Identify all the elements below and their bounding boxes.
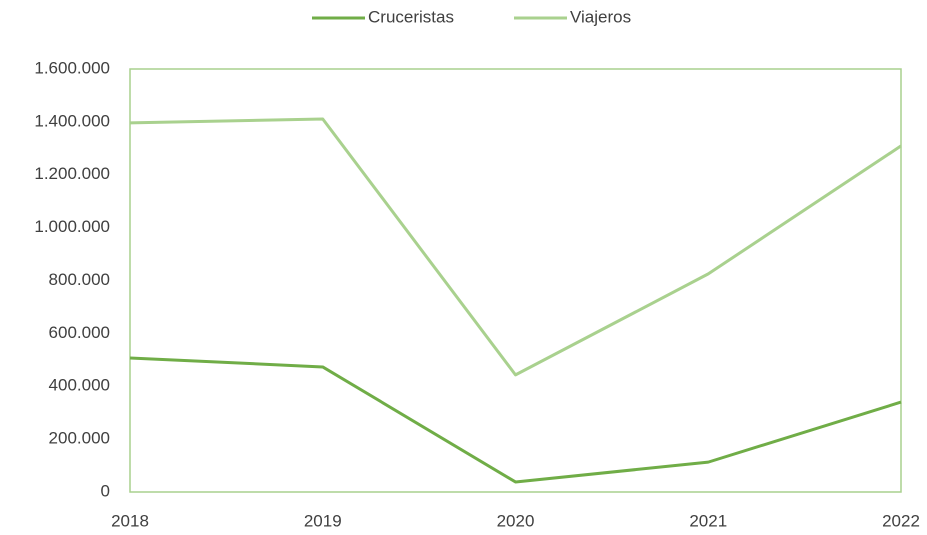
series-line [129, 356, 902, 484]
x-tick-label: 2019 [304, 511, 342, 530]
x-tick-label: 2021 [689, 511, 727, 530]
y-tick-label: 1.200.000 [34, 164, 110, 183]
legend-label: Cruceristas [368, 7, 454, 26]
y-tick-label: 0 [101, 481, 110, 500]
x-tick-label: 2020 [497, 511, 535, 530]
series-line [129, 117, 902, 377]
y-tick-label: 200.000 [49, 429, 110, 448]
y-tick-label: 400.000 [49, 376, 110, 395]
y-tick-label: 1.600.000 [34, 58, 110, 77]
legend-label: Viajeros [570, 7, 631, 26]
y-tick-label: 600.000 [49, 323, 110, 342]
y-tick-label: 1.400.000 [34, 111, 110, 130]
y-tick-label: 1.000.000 [34, 217, 110, 236]
y-tick-label: 800.000 [49, 270, 110, 289]
x-tick-label: 2018 [111, 511, 149, 530]
plot-border [129, 68, 902, 493]
x-tick-label: 2022 [882, 511, 920, 530]
